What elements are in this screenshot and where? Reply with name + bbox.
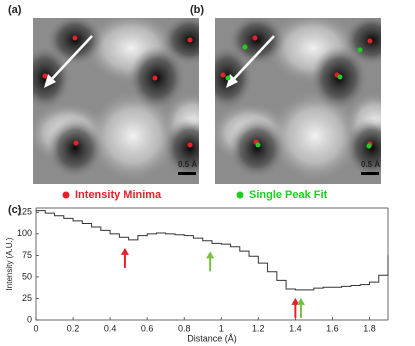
annotation-arrow: [206, 251, 215, 272]
y-tick-label: 100: [17, 228, 32, 238]
image-b: [201, 13, 405, 184]
x-axis-label: Distance (Å): [187, 333, 237, 343]
y-tick-label: 125: [17, 207, 32, 217]
data-line: [36, 210, 389, 291]
legend-marker: [236, 191, 244, 199]
panel-label: (c): [8, 204, 22, 216]
x-tick-label: 0.4: [104, 323, 117, 333]
y-tick-label: 75: [22, 250, 32, 260]
arrow-head: [206, 251, 215, 259]
x-tick-label: 1.2: [252, 323, 265, 333]
x-tick-label: 0: [33, 323, 38, 333]
x-tick-label: 0.6: [141, 323, 154, 333]
y-tick-label: 25: [22, 293, 32, 303]
x-tick-label: 1.4: [289, 323, 302, 333]
y-tick-label: 0: [27, 314, 32, 324]
arrow-head: [291, 297, 300, 305]
scale-bar-label: 0.5 Å: [178, 160, 197, 169]
legend-label: Single Peak Fit: [249, 189, 328, 201]
annotation-arrow: [296, 297, 305, 318]
x-tick-label: 1.8: [363, 323, 376, 333]
plot-frame: [35, 207, 389, 321]
y-axis-label: Intensity (A.U.): [5, 237, 14, 290]
y-tick-label: 50: [22, 271, 32, 281]
x-tick-label: 0.8: [178, 323, 191, 333]
panel-label: (b): [190, 4, 204, 16]
arrow-head: [120, 247, 129, 255]
panel-label: (a): [8, 4, 22, 16]
annotation-arrow: [120, 247, 129, 268]
x-tick-label: 0.2: [67, 323, 80, 333]
image-a: [19, 13, 223, 184]
annotation-arrow: [291, 297, 300, 318]
scale-bar-label: 0.5 Å: [361, 160, 380, 169]
x-tick-label: 1.6: [326, 323, 339, 333]
x-tick-label: 1: [219, 323, 224, 333]
arrow-head: [296, 297, 305, 305]
legend-marker: [62, 191, 70, 199]
legend-label: Intensity Minima: [75, 189, 162, 201]
